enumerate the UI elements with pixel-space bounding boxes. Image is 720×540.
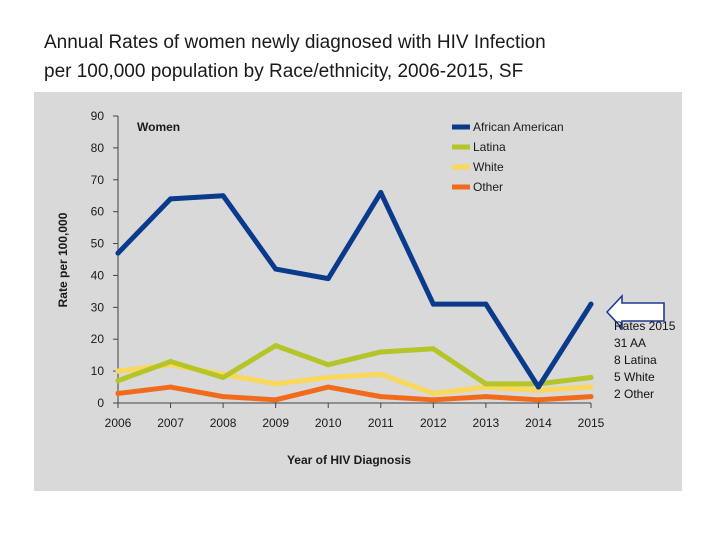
callout-line-2: 31 AA [614,336,647,350]
x-axis-title: Year of HIV Diagnosis [287,453,411,467]
data-point [588,384,594,390]
data-point [115,250,121,256]
data-point [483,394,489,400]
y-tick-label: 20 [91,332,105,346]
data-point [378,371,384,377]
series-line-latina [115,343,594,387]
data-point [535,397,541,403]
data-point [430,346,436,352]
data-point [115,378,121,384]
y-tick-label: 90 [91,109,105,123]
x-tick-label: 2014 [525,416,552,430]
data-point [430,397,436,403]
rates-2015-callout: Rates 2015 31 AA 8 Latina 5 White 2 Othe… [614,318,675,403]
legend-label: Other [473,180,503,194]
data-point [483,381,489,387]
data-point [588,394,594,400]
callout-line-1: Rates 2015 [614,319,676,333]
data-point [430,301,436,307]
data-point [378,190,384,196]
y-tick-label: 40 [91,268,105,282]
slide-title: Annual Rates of women newly diagnosed wi… [44,28,684,86]
slide-title-line-1: Annual Rates of women newly diagnosed wi… [44,32,546,53]
chart-axes: 0 10 20 30 40 50 60 70 80 90 2006 2007 2008 2009 2010 2… [91,109,605,430]
data-point [325,276,331,282]
x-tick-label: 2011 [368,416,394,430]
chart-subtitle: Women [137,120,180,134]
data-point [168,359,174,365]
data-point [115,390,121,396]
chart-series [115,190,594,403]
x-tick-label: 2007 [157,416,184,430]
data-point [588,374,594,380]
y-tick-label: 10 [91,364,105,378]
x-tick-label: 2012 [420,416,447,430]
y-tick-label: 50 [91,237,105,251]
data-point [325,362,331,368]
callout-line-4: 5 White [614,370,655,384]
data-point [588,301,594,307]
y-axis-title: Rate per 100,000 [56,212,70,307]
data-point [220,193,226,199]
data-point [220,374,226,380]
data-point [220,394,226,400]
y-tick-label: 80 [91,141,105,155]
series-line-other [115,384,594,403]
x-tick-label: 2010 [315,416,342,430]
data-point [168,196,174,202]
data-point [483,301,489,307]
x-tick-label: 2013 [473,416,500,430]
data-point [535,384,541,390]
x-tick-label: 2009 [262,416,289,430]
data-point [115,368,121,374]
data-point [273,343,279,349]
chart-legend: African American Latina White Other [452,120,564,194]
arrow-callout [605,293,665,331]
slide-title-line-2: per 100,000 population by Race/ethnicity… [44,61,524,82]
data-point [378,394,384,400]
legend-label: African American [473,120,564,134]
data-point [168,384,174,390]
y-tick-label: 70 [91,173,105,187]
legend-label: White [473,160,504,174]
y-tick-label: 0 [97,396,104,410]
data-point [378,349,384,355]
series-line-african-american [115,190,594,390]
data-point [325,384,331,390]
x-tick-label: 2008 [210,416,237,430]
callout-line-5: 2 Other [614,387,655,401]
y-tick-label: 60 [91,205,105,219]
data-point [273,397,279,403]
x-tick-label: 2006 [105,416,132,430]
data-point [273,381,279,387]
data-point [325,374,331,380]
legend-label: Latina [473,140,506,154]
y-tick-label: 30 [91,300,105,314]
chart-background [34,92,682,491]
callout-line-3: 8 Latina [614,353,657,367]
data-point [273,266,279,272]
x-tick-label: 2015 [578,416,605,430]
data-point [430,390,436,396]
left-arrow-shape [605,293,665,331]
